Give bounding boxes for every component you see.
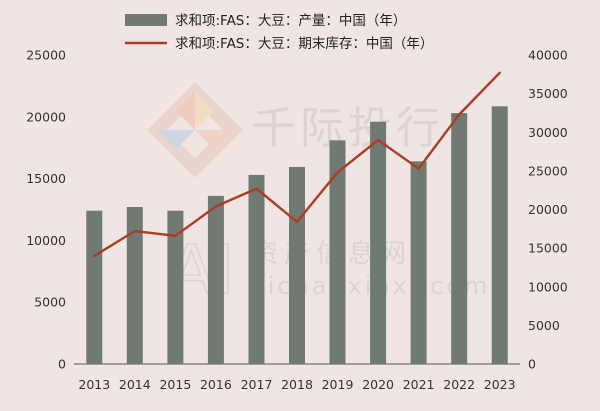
bar-2019 (329, 140, 346, 364)
left-tick-label: 20000 (26, 109, 66, 124)
bar-2016 (207, 195, 224, 364)
left-tick-label: 25000 (26, 48, 66, 63)
line-series (93, 71, 501, 258)
left-tick-label: 15000 (26, 171, 66, 186)
watermark-brand: 千际投行 (252, 103, 444, 154)
line-point-2023 (498, 71, 501, 75)
right-axis: 0 5000 10000 15000 20000 25000 30000 35000 40000 (528, 48, 568, 372)
x-tick-label: 2013 (78, 377, 110, 392)
x-tick-label: 2014 (119, 377, 151, 392)
bar-2015 (167, 210, 184, 364)
x-tick-label: 2019 (322, 377, 354, 392)
line-point-2015 (174, 234, 177, 237)
x-tick-label: 2016 (200, 377, 232, 392)
x-axis: 2013 2014 2015 2016 2017 2018 2019 2020 2021 2022… (78, 377, 515, 392)
line-point-2013 (93, 254, 96, 258)
legend-label-line: 求和项:FAS：大豆：期末库存：中国（年） (175, 36, 433, 52)
right-tick-label: 25000 (528, 163, 568, 178)
right-tick-label: 0 (528, 357, 536, 372)
x-tick-label: 2022 (443, 377, 475, 392)
right-tick-label: 30000 (528, 125, 568, 140)
right-tick-label: 40000 (528, 48, 568, 63)
x-tick-label: 2018 (281, 377, 313, 392)
left-tick-label: 0 (58, 357, 66, 372)
right-tick-label: 20000 (528, 202, 568, 217)
line-point-2018 (295, 220, 299, 224)
x-tick-label: 2015 (159, 377, 191, 392)
left-tick-label: 5000 (34, 295, 66, 310)
x-tick-label: 2021 (403, 377, 435, 392)
watermark: 千际投行 AI 资产信息网 zichanxinxi.com (147, 82, 487, 311)
bar-2014 (126, 207, 143, 364)
right-tick-label: 10000 (528, 279, 568, 294)
legend-swatch-bar (125, 14, 167, 26)
line-point-2017 (255, 187, 258, 190)
line-point-2014 (133, 229, 136, 233)
x-tick-label: 2017 (241, 377, 273, 392)
legend: 求和项:FAS：大豆：产量：中国（年） 求和项:FAS：大豆：期末库存：中国（年… (125, 13, 433, 52)
right-tick-label: 5000 (528, 318, 560, 333)
right-tick-label: 35000 (528, 86, 568, 101)
line-point-2016 (214, 205, 218, 208)
line-point-2021 (417, 167, 420, 170)
bar-2023 (491, 106, 508, 365)
line-point-2020 (376, 138, 380, 142)
bar-2021 (410, 161, 427, 364)
left-tick-label: 10000 (26, 233, 66, 248)
x-tick-label: 2020 (362, 377, 394, 392)
bar-2013 (86, 210, 103, 364)
bar-2020 (370, 121, 387, 364)
line-point-2022 (458, 113, 461, 116)
line-point-2019 (336, 171, 339, 174)
bar-series (86, 106, 508, 365)
bar-2018 (289, 166, 305, 364)
left-axis: 0 5000 10000 15000 20000 25000 (26, 48, 66, 372)
right-tick-label: 15000 (528, 241, 568, 256)
watermark-diamond-logo (147, 82, 243, 178)
bar-2017 (248, 174, 265, 364)
x-tick-label: 2023 (484, 377, 516, 392)
bar-2022 (451, 113, 468, 364)
legend-label-bar: 求和项:FAS：大豆：产量：中国（年） (175, 13, 406, 29)
